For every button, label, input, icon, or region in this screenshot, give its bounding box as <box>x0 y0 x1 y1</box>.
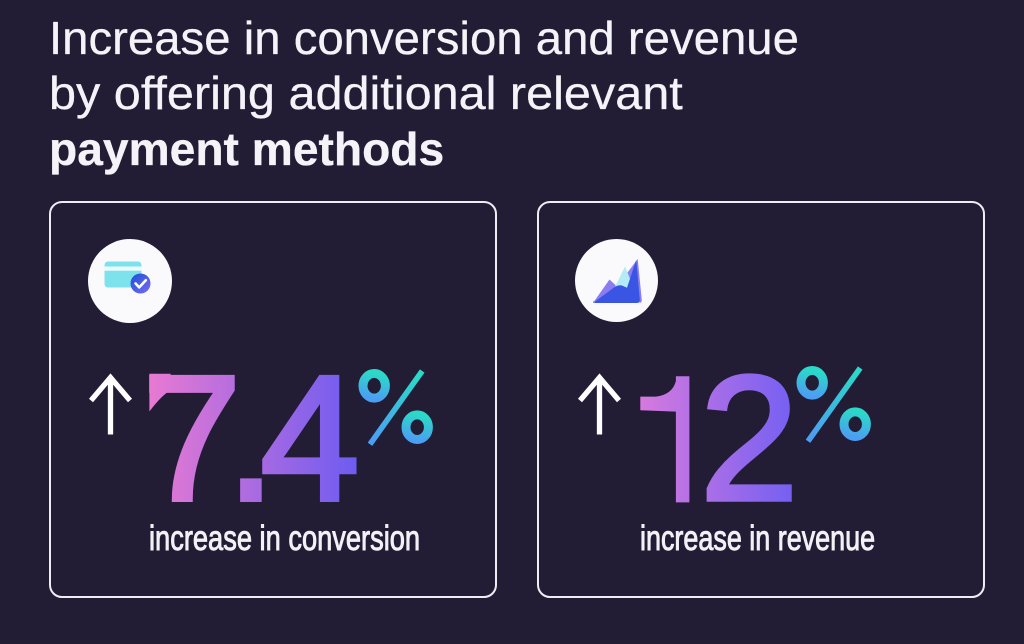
svg-text:2: 2 <box>700 339 799 515</box>
svg-text:7.4: 7.4 <box>142 339 354 515</box>
